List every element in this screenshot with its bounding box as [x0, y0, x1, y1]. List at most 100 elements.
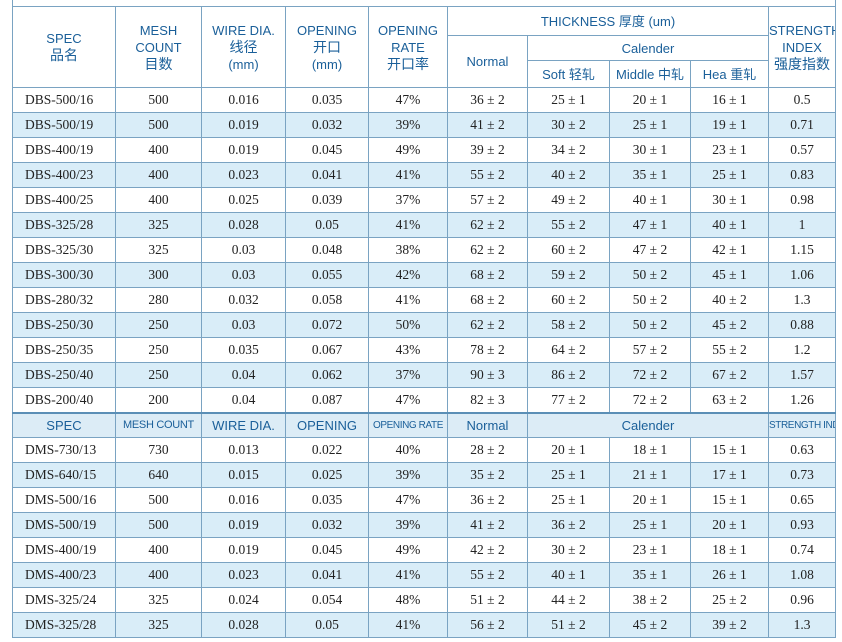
table-cell: 500	[115, 87, 202, 113]
table-cell: 62 ± 2	[447, 312, 528, 338]
table-cell: 51 ± 2	[527, 612, 610, 638]
table-cell: 49%	[368, 537, 448, 563]
table-cell: 62 ± 2	[447, 212, 528, 238]
table-row: DBS-500/19 500 0.019 0.032 39% 41 ± 2 30 ± 2 25…	[12, 112, 837, 138]
table-cell: 500	[115, 512, 202, 538]
table-cell: DBS-500/16	[12, 87, 116, 113]
sub-opening-header: OPENING	[285, 412, 369, 438]
table-cell: 0.03	[201, 237, 286, 263]
table-cell: 0.039	[285, 187, 369, 213]
table-cell: DMS-325/24	[12, 587, 116, 613]
table-cell: 25 ± 1	[527, 487, 610, 513]
table-cell: 0.5	[767, 87, 837, 113]
table-cell: 64 ± 2	[527, 337, 610, 363]
table-cell: 0.019	[201, 137, 286, 163]
sub-mesh-header: MESH COUNT	[115, 412, 202, 438]
col-thickness-header: THICKNESS 厚度 (um)	[447, 6, 769, 36]
col-wire-header: WIRE DIA. 线径 (mm)	[201, 6, 286, 88]
table-cell: 20 ± 1	[609, 87, 691, 113]
table-cell: DBS-400/23	[12, 162, 116, 188]
spec-table-container: SPEC 品名 MESH COUNT 目数 WIRE DIA. 线径 (mm) OPENI…	[11, 0, 837, 638]
table-cell: 37%	[368, 187, 448, 213]
table-cell: 56 ± 2	[447, 612, 528, 638]
table-cell: 0.054	[285, 587, 369, 613]
table-cell: DMS-640/15	[12, 462, 116, 488]
table-cell: 37%	[368, 362, 448, 388]
table-cell: 0.05	[285, 612, 369, 638]
table-cell: 0.74	[767, 537, 837, 563]
dms-subheader: SPEC MESH COUNT WIRE DIA. OPENING OPENIN…	[12, 412, 837, 438]
table-cell: 49 ± 2	[527, 187, 610, 213]
table-cell: 40%	[368, 437, 448, 463]
table-cell: 82 ± 3	[447, 387, 528, 414]
table-cell: 55 ± 2	[527, 212, 610, 238]
table-cell: 63 ± 2	[690, 387, 769, 414]
table-row: DBS-250/40 250 0.04 0.062 37% 90 ± 3 86 ± 2 72 …	[12, 362, 837, 388]
table-cell: 15 ± 1	[690, 437, 769, 463]
table-cell: 51 ± 2	[447, 587, 528, 613]
table-cell: DMS-500/19	[12, 512, 116, 538]
table-cell: 250	[115, 337, 202, 363]
table-cell: 0.032	[201, 287, 286, 313]
table-cell: 0.013	[201, 437, 286, 463]
table-cell: 18 ± 1	[690, 537, 769, 563]
table-cell: 38 ± 2	[609, 587, 691, 613]
table-cell: 47 ± 1	[609, 212, 691, 238]
table-cell: 0.067	[285, 337, 369, 363]
table-cell: 40 ± 1	[527, 562, 610, 588]
table-cell: 35 ± 1	[609, 162, 691, 188]
table-cell: 0.016	[201, 487, 286, 513]
table-cell: 49%	[368, 137, 448, 163]
table-cell: 42 ± 2	[447, 537, 528, 563]
table-cell: 18 ± 1	[609, 437, 691, 463]
table-cell: 200	[115, 387, 202, 414]
table-cell: 1.08	[767, 562, 837, 588]
col-hea-header: Hea 重轧	[690, 60, 769, 88]
table-cell: 45 ± 1	[690, 262, 769, 288]
table-cell: 25 ± 2	[690, 587, 769, 613]
table-cell: 20 ± 1	[690, 512, 769, 538]
table-cell: 250	[115, 312, 202, 338]
table-cell: 55 ± 2	[690, 337, 769, 363]
table-cell: 36 ± 2	[527, 512, 610, 538]
table-cell: DMS-730/13	[12, 437, 116, 463]
table-row: DBS-325/30 325 0.03 0.048 38% 62 ± 2 60 ± 2 47 …	[12, 237, 837, 263]
table-cell: 0.71	[767, 112, 837, 138]
table-cell: 250	[115, 362, 202, 388]
table-cell: 41%	[368, 212, 448, 238]
table-cell: 72 ± 2	[609, 362, 691, 388]
table-row: DMS-500/16 500 0.016 0.035 47% 36 ± 2 25 ± 1 20…	[12, 487, 837, 513]
table-cell: 57 ± 2	[447, 187, 528, 213]
table-cell: 35 ± 2	[447, 462, 528, 488]
table-cell: 0.087	[285, 387, 369, 414]
table-cell: 39%	[368, 512, 448, 538]
table-cell: 0.019	[201, 512, 286, 538]
table-cell: 0.019	[201, 537, 286, 563]
table-cell: 47 ± 2	[609, 237, 691, 263]
table-cell: 23 ± 1	[609, 537, 691, 563]
table-cell: DBS-325/28	[12, 212, 116, 238]
table-cell: 25 ± 1	[609, 112, 691, 138]
table-cell: 25 ± 1	[609, 512, 691, 538]
table-cell: 41%	[368, 612, 448, 638]
table-cell: 500	[115, 112, 202, 138]
table-cell: 60 ± 2	[527, 287, 610, 313]
table-row: DBS-250/35 250 0.035 0.067 43% 78 ± 2 64 ± 2 57…	[12, 337, 837, 363]
table-cell: DBS-250/30	[12, 312, 116, 338]
table-cell: 45 ± 2	[609, 612, 691, 638]
table-cell: 45 ± 2	[690, 312, 769, 338]
col-spec-header: SPEC 品名	[12, 6, 116, 88]
table-cell: 26 ± 1	[690, 562, 769, 588]
table-cell: 30 ± 1	[690, 187, 769, 213]
table-cell: DBS-280/32	[12, 287, 116, 313]
table-cell: 1.26	[767, 387, 837, 414]
table-cell: 23 ± 1	[690, 137, 769, 163]
table-cell: 0.041	[285, 162, 369, 188]
table-cell: 0.05	[285, 212, 369, 238]
table-cell: 21 ± 1	[609, 462, 691, 488]
table-cell: DMS-400/23	[12, 562, 116, 588]
table-cell: 28 ± 2	[447, 437, 528, 463]
table-cell: 0.024	[201, 587, 286, 613]
table-cell: 40 ± 2	[690, 287, 769, 313]
table-cell: 0.019	[201, 112, 286, 138]
